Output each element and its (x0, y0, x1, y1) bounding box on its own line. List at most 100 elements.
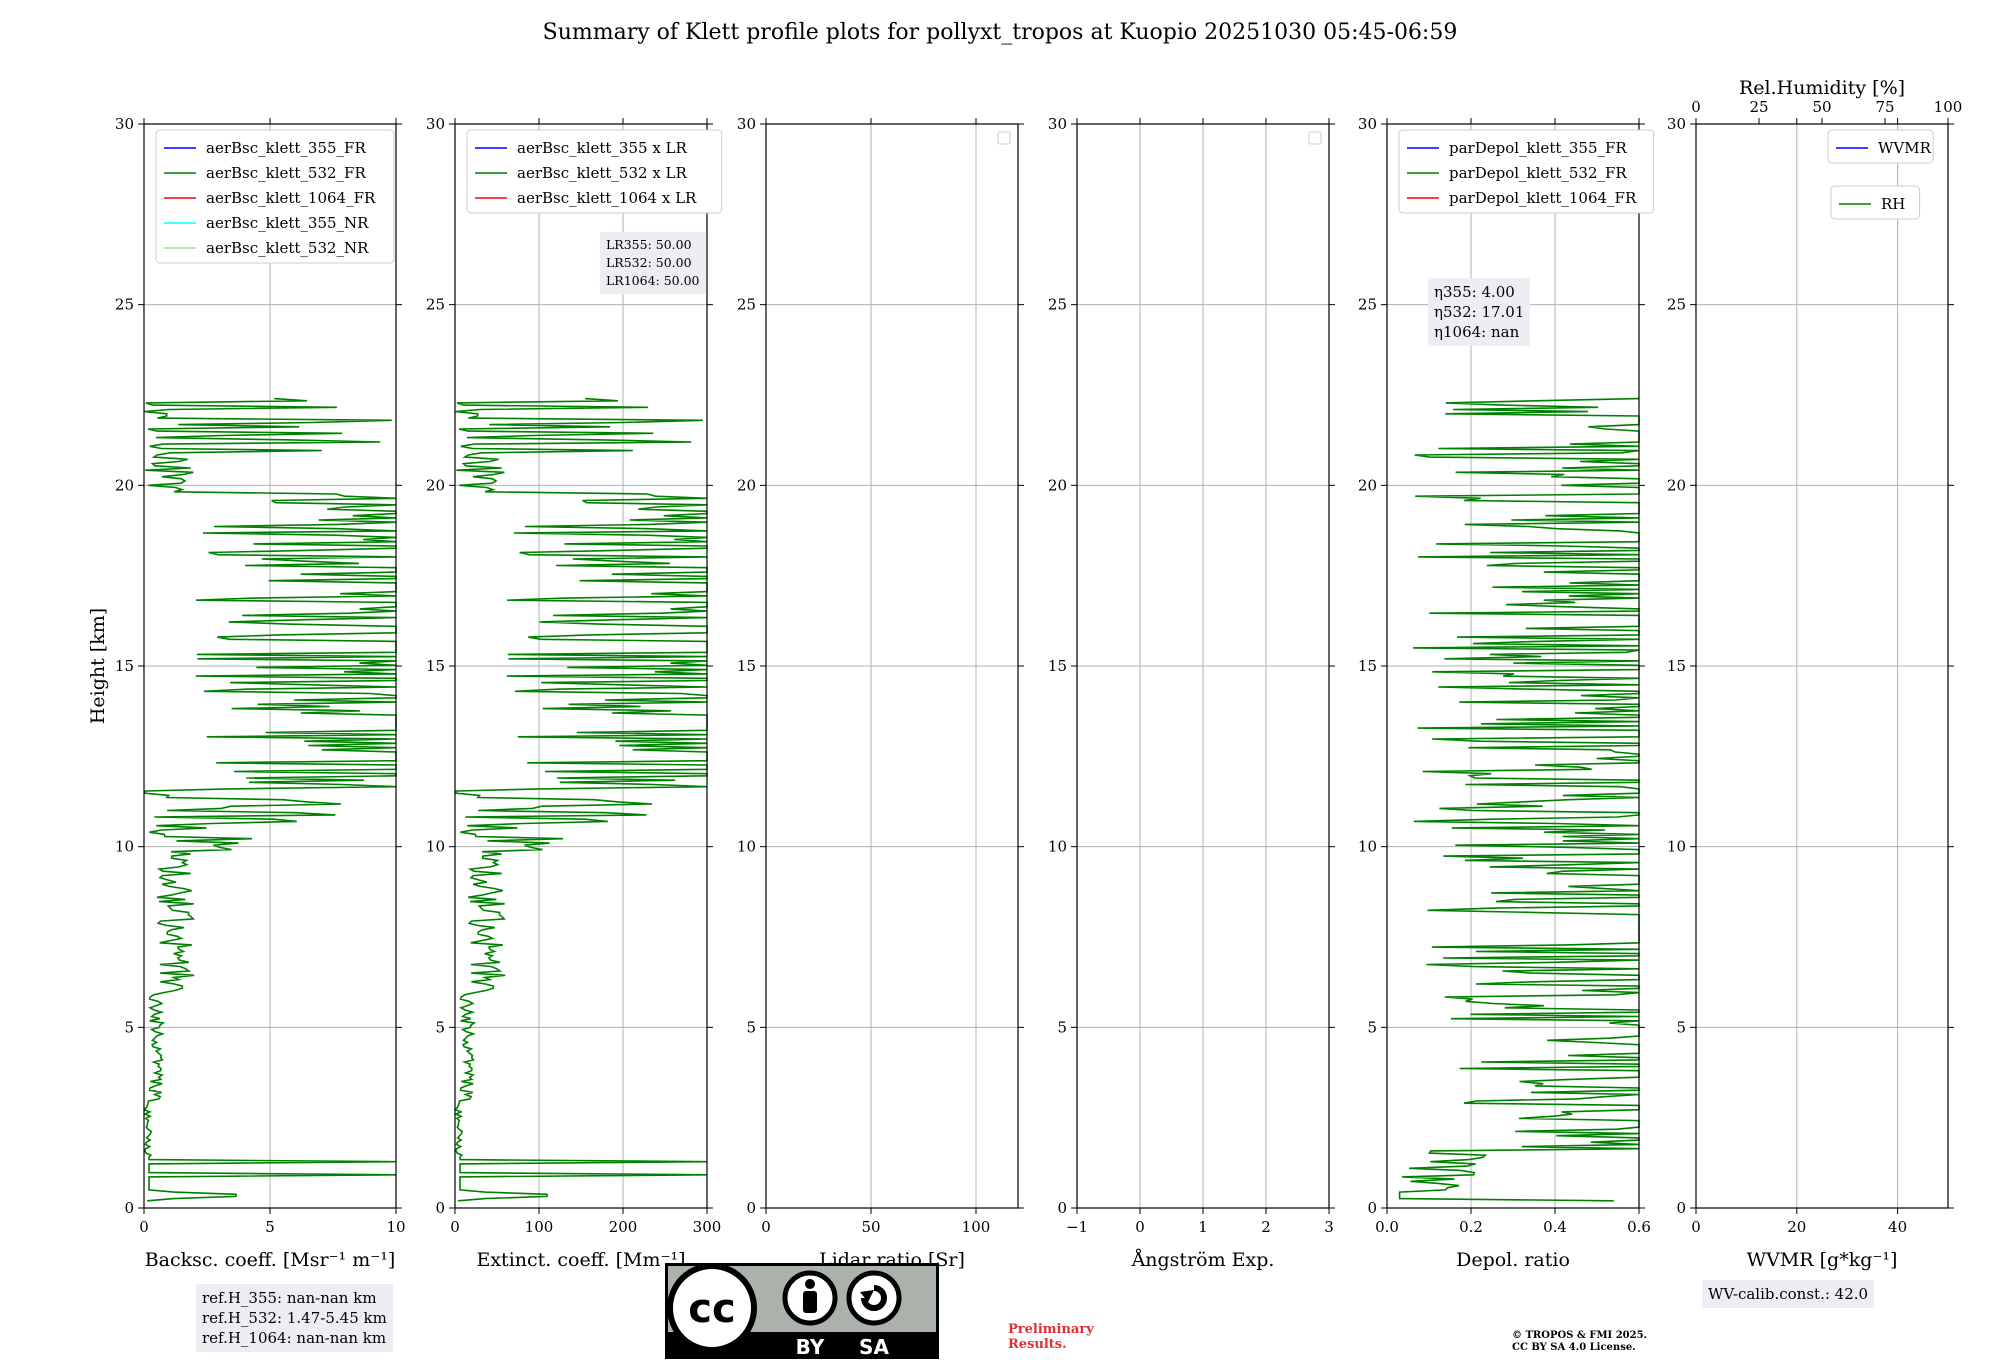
y-tick-label-2: 10 (1358, 838, 1377, 856)
sa-share-icon (846, 1270, 902, 1326)
y-tick-label-6: 30 (1667, 115, 1686, 133)
sa-arrow-head (860, 1290, 874, 1302)
y-tick-label-4: 20 (115, 476, 134, 494)
copyright-line-2: CC BY SA 4.0 License. (1512, 1342, 1636, 1353)
copyright-line-1: © TROPOS & FMI 2025. (1512, 1330, 1648, 1341)
x-tick-label-1: 5 (265, 1218, 275, 1236)
y-tick-label-2: 10 (115, 838, 134, 856)
eta-1064: η1064: nan (1434, 323, 1520, 341)
x-tick-label-0: −1 (1066, 1218, 1088, 1236)
x-tick-label-2: 40 (1888, 1218, 1907, 1236)
preliminary-note: Preliminary Results. (1008, 1322, 1094, 1352)
y-tick-label-3: 15 (1048, 657, 1067, 675)
cc-text: cc (688, 1286, 735, 1332)
top-x-tick-label-0: 0 (1691, 98, 1701, 116)
x-tick-label-0: 0 (1691, 1218, 1701, 1236)
y-tick-label-5: 25 (737, 296, 756, 314)
x-tick-label-2: 200 (609, 1218, 638, 1236)
legend-label-3: aerBsc_klett_355_NR (206, 214, 369, 232)
x-tick-label-1: 50 (861, 1218, 880, 1236)
y-tick-label-0: 0 (1676, 1199, 1686, 1217)
y-tick-label-3: 15 (1358, 657, 1377, 675)
y-tick-label-5: 25 (1048, 296, 1067, 314)
lidar-ratio-info: LR355: 50.00 LR532: 50.00 LR1064: 50.00 (600, 232, 706, 294)
lr-355: LR355: 50.00 (606, 237, 692, 252)
panel-3 (760, 118, 1024, 1214)
y-tick-label-3: 15 (426, 657, 445, 675)
y-tick-label-1: 5 (1057, 1018, 1067, 1036)
y-tick-label-0: 0 (746, 1199, 756, 1217)
wv-calib-const: WV-calib.const.: 42.0 (1708, 1285, 1869, 1303)
legend-label-2: aerBsc_klett_1064 x LR (517, 189, 697, 207)
ref-h-355: ref.H_355: nan-nan km (202, 1289, 377, 1307)
x-tick-label-2: 0.4 (1543, 1218, 1567, 1236)
x-tick-label-3: 2 (1261, 1218, 1271, 1236)
top-x-tick-label-4: 100 (1934, 98, 1963, 116)
cc-by-sa-badge: cc BY SA (665, 1263, 939, 1359)
wv-calibration-info: WV-calib.const.: 42.0 (1702, 1280, 1875, 1308)
x-tick-label-3: 300 (693, 1218, 722, 1236)
y-tick-label-1: 5 (435, 1018, 445, 1036)
by-label: BY (796, 1335, 825, 1359)
series-parDepol_klett_532_FR (1398, 397, 1640, 1202)
legend-label-1: aerBsc_klett_532_FR (206, 164, 366, 182)
legend-label-0: WVMR (1878, 139, 1932, 157)
y-tick-label-2: 10 (1667, 838, 1686, 856)
panel-5 (1381, 118, 1655, 1214)
legend-label-2: aerBsc_klett_1064_FR (206, 189, 376, 207)
by-person-body (803, 1291, 817, 1313)
panel-1 (138, 118, 402, 1214)
x-tick-label-0: 0 (139, 1218, 149, 1236)
legend-label-0: aerBsc_klett_355_FR (206, 139, 366, 157)
x-tick-label-1: 20 (1787, 1218, 1806, 1236)
legend-label-1: parDepol_klett_532_FR (1449, 164, 1627, 182)
x-tick-label-1: 100 (525, 1218, 554, 1236)
sa-arrow-arc (861, 1285, 887, 1311)
cc-circle-icon (667, 1263, 757, 1353)
x-tick-label-2: 10 (386, 1218, 405, 1236)
y-tick-label-4: 20 (426, 476, 445, 494)
x-tick-label-2: 1 (1198, 1218, 1208, 1236)
eta-info: η355: 4.00 η532: 17.01 η1064: nan (1428, 278, 1531, 346)
x-tick-label-4: 3 (1324, 1218, 1334, 1236)
top-x-tick-label-1: 25 (1749, 98, 1768, 116)
ref-h-1064: ref.H_1064: nan-nan km (202, 1329, 387, 1347)
y-tick-label-4: 20 (1358, 476, 1377, 494)
lr-1064: LR1064: 50.00 (606, 273, 700, 288)
x-axis-label: Extinct. coeff. [Mm⁻¹] (476, 1249, 685, 1271)
eta-532: η532: 17.01 (1434, 303, 1525, 321)
x-axis-label: Ångström Exp. (1131, 1249, 1275, 1271)
y-tick-label-6: 30 (1358, 115, 1377, 133)
y-axis-label: Height [km] (87, 608, 109, 724)
legend-box (155, 129, 395, 264)
x-tick-label-2: 100 (962, 1218, 991, 1236)
y-tick-label-6: 30 (426, 115, 445, 133)
y-tick-label-0: 0 (1057, 1199, 1067, 1217)
legend-box (466, 129, 723, 214)
legend-rh-label-0: RH (1881, 195, 1905, 213)
empty-legend-box (997, 131, 1011, 145)
legend-box (1827, 129, 1934, 164)
y-tick-label-0: 0 (435, 1199, 445, 1217)
y-tick-label-5: 25 (1667, 296, 1686, 314)
panel-4 (1071, 118, 1335, 1214)
empty-legend-box (1308, 131, 1322, 145)
legend-box (1398, 129, 1655, 214)
y-tick-label-1: 5 (1676, 1018, 1686, 1036)
y-tick-label-5: 25 (426, 296, 445, 314)
by-person-head (805, 1279, 815, 1289)
y-tick-label-2: 10 (1048, 838, 1067, 856)
y-tick-label-2: 10 (426, 838, 445, 856)
preliminary-line-2: Results. (1008, 1337, 1067, 1352)
y-tick-label-1: 5 (124, 1018, 134, 1036)
reference-height-info: ref.H_355: nan-nan km ref.H_532: 1.47-5.… (196, 1284, 393, 1352)
sa-label: SA (859, 1335, 889, 1359)
ref-h-532: ref.H_532: 1.47-5.45 km (202, 1309, 387, 1327)
y-tick-label-3: 15 (115, 657, 134, 675)
x-axis-label: Backsc. coeff. [Msr⁻¹ m⁻¹] (145, 1249, 396, 1271)
y-tick-label-0: 0 (124, 1199, 134, 1217)
lr-532: LR532: 50.00 (606, 255, 692, 270)
top-x-axis-label: Rel.Humidity [%] (1739, 77, 1905, 99)
x-axis-label: Depol. ratio (1456, 1249, 1570, 1271)
